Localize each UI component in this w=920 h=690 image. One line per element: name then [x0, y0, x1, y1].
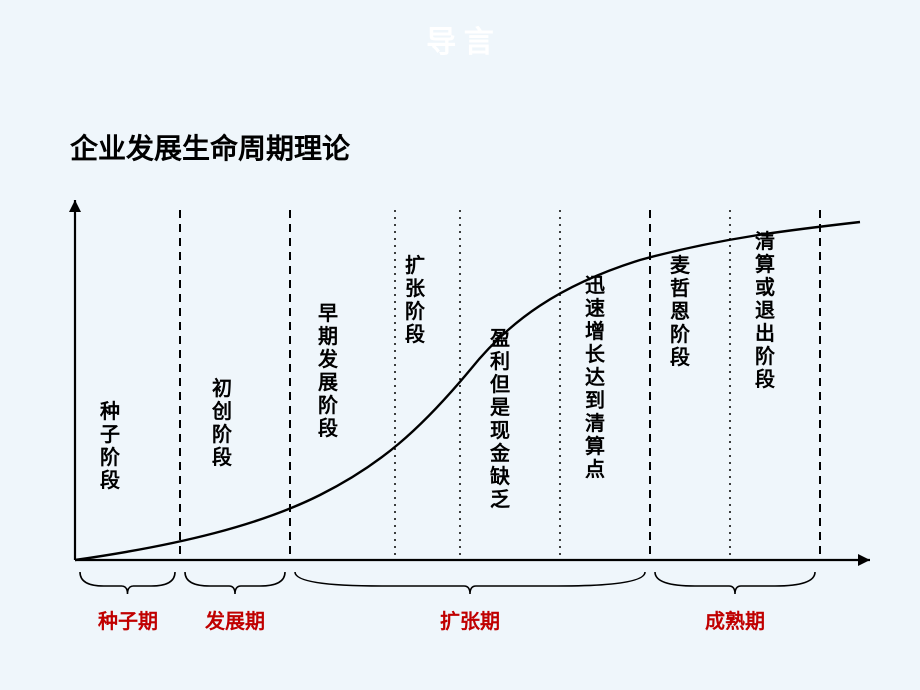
stage-label-char: 清 — [585, 411, 605, 435]
stage-label-char: 速 — [585, 297, 605, 320]
diagram-root: 导 言企业发展生命周期理论种子阶段初创阶段早期发展阶段扩张阶段盈利但是现金缺乏迅… — [0, 0, 920, 690]
stage-label-char: 缺 — [490, 464, 511, 488]
stage-label-char: 段 — [318, 416, 338, 440]
stage-label-char: 长 — [585, 343, 606, 366]
stage-label-char: 阶 — [755, 344, 776, 368]
stage-label-char: 到 — [585, 389, 605, 412]
stage-label-char: 阶 — [670, 322, 691, 346]
stage-label-char: 期 — [318, 325, 338, 348]
stage-label-char: 但 — [490, 373, 510, 396]
stage-label-char: 段 — [100, 468, 120, 492]
stage-label-char: 张 — [405, 277, 426, 300]
stage-label-char: 是 — [489, 396, 510, 419]
stage-label-char: 展 — [318, 372, 338, 394]
stage-label-char: 哲 — [670, 277, 690, 300]
stage-label-char: 早 — [318, 303, 338, 325]
stage-label-char: 盈 — [489, 328, 510, 350]
stage-label-char: 发 — [317, 347, 339, 371]
stage-label-char: 段 — [670, 345, 690, 369]
stage-label-char: 点 — [585, 458, 605, 481]
stage-label-char: 阶 — [212, 422, 233, 446]
stage-label-char: 现 — [490, 420, 510, 442]
stage-label-char: 创 — [211, 399, 232, 423]
chart-title: 企业发展生命周期理论 — [70, 132, 351, 165]
stage-label-char: 迅 — [585, 274, 605, 297]
stage-label-char: 出 — [755, 322, 775, 345]
stage-label-char: 阶 — [318, 393, 339, 417]
stage-label-char: 退 — [755, 299, 775, 322]
period-label: 发展期 — [204, 609, 265, 633]
stage-label-char: 段 — [755, 367, 775, 391]
page-header: 导 言 — [426, 26, 494, 59]
stage-label-char: 段 — [405, 322, 425, 346]
stage-label: 迅速增长达到清算点 — [585, 274, 606, 481]
stage-label-char: 段 — [212, 445, 232, 469]
stage-label-char: 初 — [212, 376, 232, 400]
stage-label-char: 种 — [99, 400, 120, 423]
stage-label: 盈利但是现金缺乏 — [489, 328, 511, 511]
stage-label-char: 清 — [755, 229, 775, 253]
stage-label-char: 或 — [755, 275, 775, 299]
stage-label: 早期发展阶段 — [317, 303, 339, 440]
period-label: 成熟期 — [705, 609, 765, 633]
stage-label-char: 阶 — [405, 299, 426, 323]
stage-label-char: 达 — [585, 366, 605, 389]
stage-label: 初创阶段 — [211, 376, 233, 469]
stage-label-char: 恩 — [670, 300, 690, 323]
stage-label-char: 增 — [585, 319, 605, 343]
stage-label: 清算或退出阶段 — [755, 229, 776, 391]
stage-label: 麦哲恩阶段 — [670, 253, 691, 369]
stage-label-char: 算 — [585, 434, 605, 458]
stage-label-char: 扩 — [405, 254, 425, 277]
stage-label-char: 阶 — [100, 445, 121, 469]
stage-label-char: 乏 — [490, 488, 510, 511]
stage-label-char: 麦 — [670, 253, 691, 277]
stage-label-char: 利 — [490, 350, 510, 373]
stage-label-char: 金 — [489, 441, 511, 465]
stage-label-char: 子 — [100, 424, 120, 446]
period-label: 种子期 — [97, 610, 158, 633]
diagram-svg: 导 言企业发展生命周期理论种子阶段初创阶段早期发展阶段扩张阶段盈利但是现金缺乏迅… — [0, 0, 920, 690]
period-label: 扩张期 — [440, 610, 500, 633]
stage-label-char: 算 — [755, 252, 775, 276]
